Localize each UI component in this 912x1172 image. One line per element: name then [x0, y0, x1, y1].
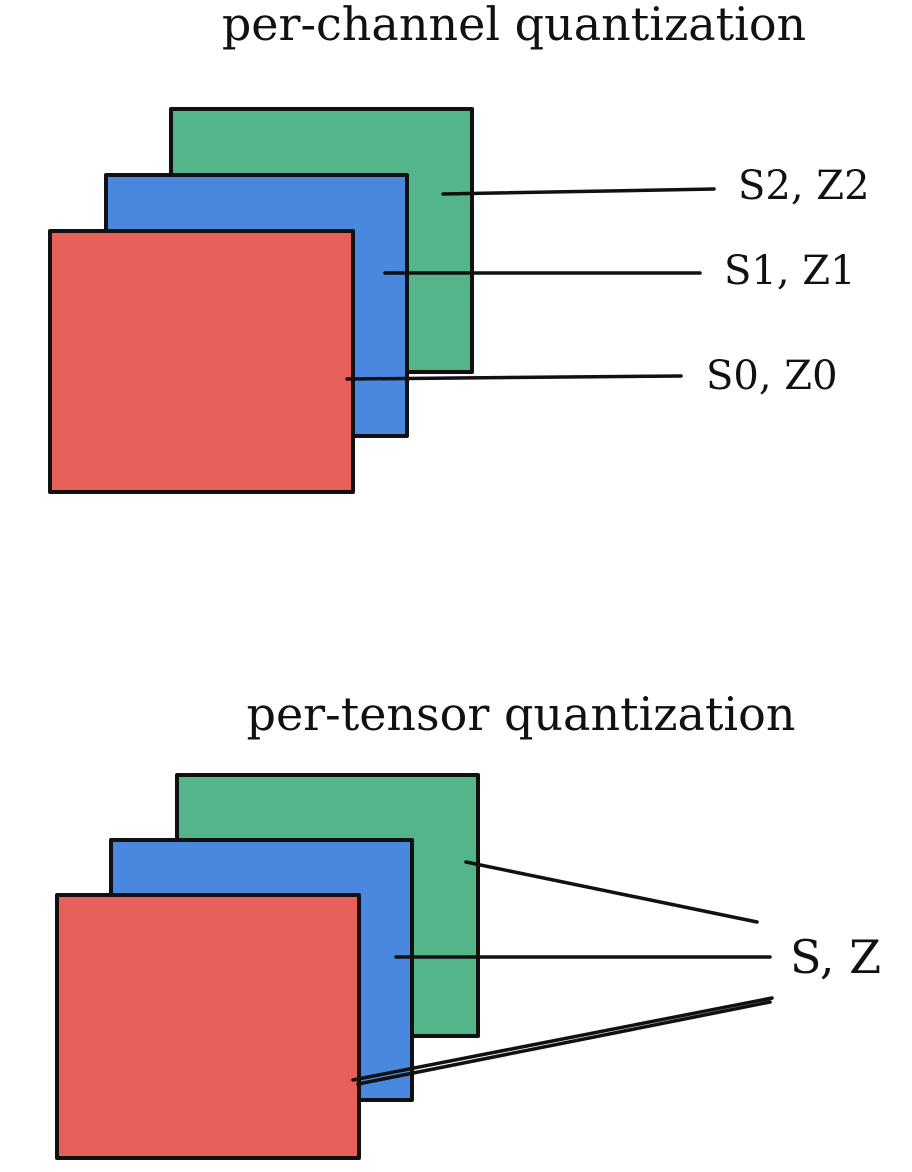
- leader-line-tensor-green: [464, 860, 759, 924]
- per-tensor-title: per-tensor quantization: [247, 687, 796, 741]
- per-channel-red-channel: [48, 229, 355, 494]
- label-tensor-shared: S, Z: [790, 930, 881, 984]
- leader-line-channel-0: [345, 374, 683, 381]
- label-channel-2: S2, Z2: [738, 163, 870, 209]
- per-channel-group: per-channel quantization S2, Z2 S1, Z1 S…: [48, 0, 870, 494]
- per-tensor-group: per-tensor quantization S, Z: [55, 687, 881, 1160]
- leader-line-tensor-red-double: [356, 1000, 772, 1086]
- per-tensor-red-channel: [55, 893, 361, 1160]
- leader-line-channel-2: [441, 187, 716, 196]
- leader-line-tensor-red: [351, 996, 774, 1082]
- label-channel-1: S1, Z1: [724, 248, 856, 294]
- per-channel-title: per-channel quantization: [222, 0, 806, 51]
- label-channel-0: S0, Z0: [706, 353, 838, 399]
